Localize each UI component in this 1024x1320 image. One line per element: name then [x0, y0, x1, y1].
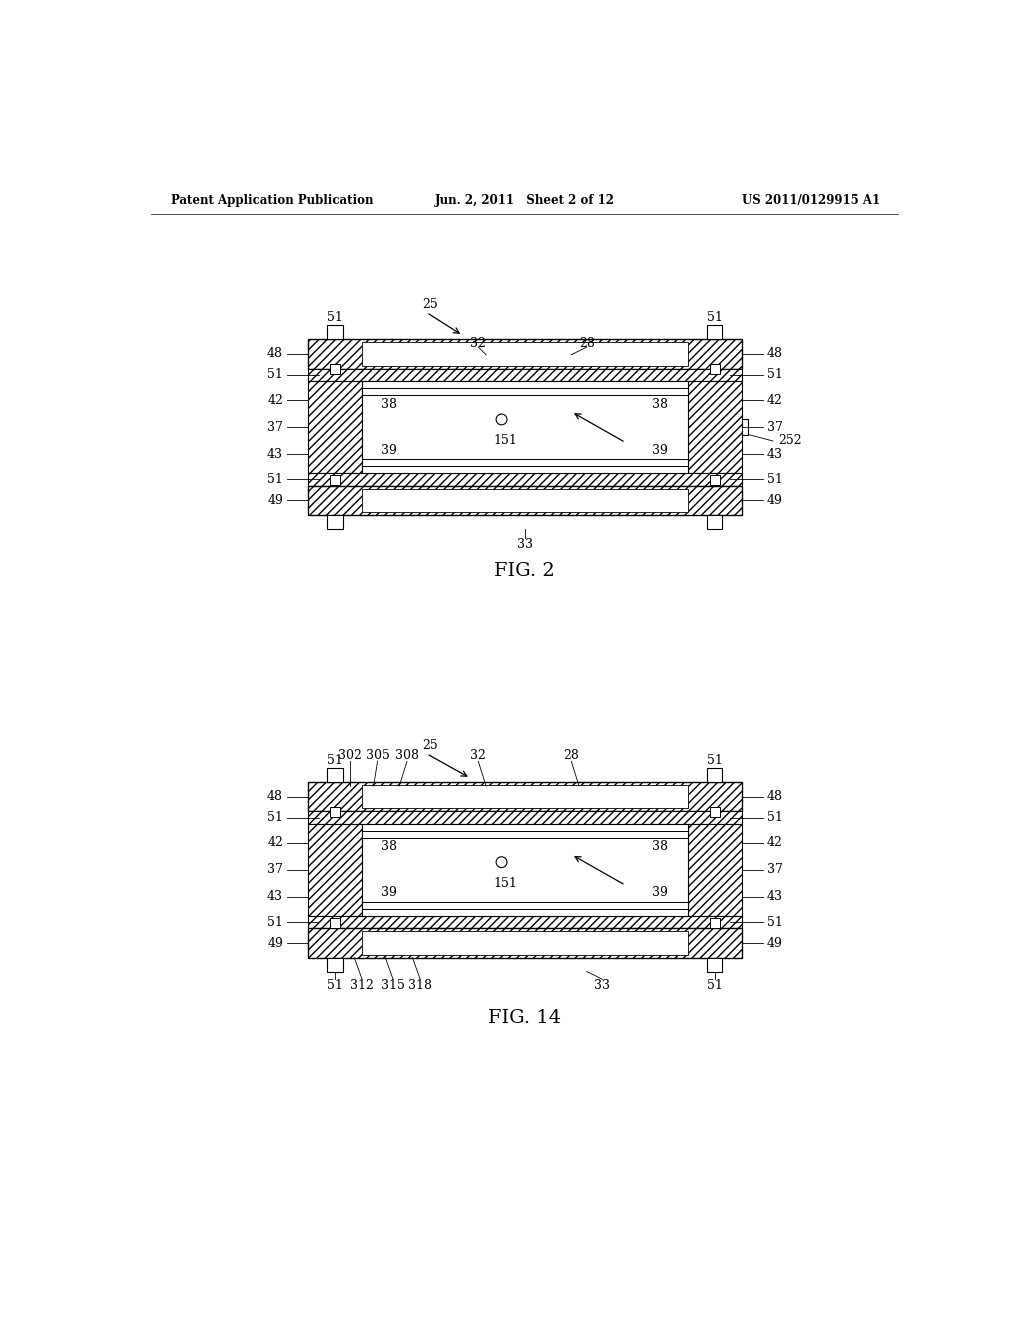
- Text: 39: 39: [381, 444, 397, 457]
- Text: 48: 48: [767, 791, 782, 804]
- Bar: [308, 928, 741, 958]
- Bar: [710, 475, 720, 484]
- Text: 305: 305: [366, 748, 389, 762]
- Bar: [331, 364, 340, 374]
- Bar: [362, 342, 687, 366]
- Text: 43: 43: [267, 890, 283, 903]
- Text: FIG. 14: FIG. 14: [488, 1008, 561, 1027]
- Bar: [707, 326, 722, 339]
- Bar: [328, 515, 343, 529]
- Text: 51: 51: [767, 368, 782, 381]
- Text: 28: 28: [563, 748, 580, 762]
- Text: 312: 312: [350, 979, 374, 991]
- Bar: [331, 807, 340, 817]
- Text: 308: 308: [395, 748, 419, 762]
- Text: 302: 302: [339, 748, 362, 762]
- Text: 315: 315: [381, 979, 404, 991]
- Bar: [328, 768, 343, 781]
- Bar: [741, 420, 748, 434]
- Bar: [308, 474, 741, 486]
- Text: 32: 32: [470, 337, 486, 350]
- Text: 49: 49: [767, 494, 782, 507]
- Text: 51: 51: [267, 473, 283, 486]
- Text: 43: 43: [267, 447, 283, 461]
- Text: 38: 38: [381, 841, 397, 853]
- Text: 33: 33: [594, 979, 610, 991]
- Bar: [328, 958, 343, 972]
- Text: 39: 39: [652, 887, 669, 899]
- Bar: [707, 515, 722, 529]
- Bar: [710, 917, 720, 928]
- Bar: [328, 326, 343, 339]
- Bar: [308, 339, 741, 368]
- Text: Jun. 2, 2011   Sheet 2 of 12: Jun. 2, 2011 Sheet 2 of 12: [435, 194, 614, 207]
- Text: 48: 48: [267, 791, 283, 804]
- Bar: [308, 812, 741, 824]
- Text: 39: 39: [652, 444, 669, 457]
- Text: 37: 37: [767, 421, 782, 434]
- Bar: [308, 781, 741, 812]
- Text: 51: 51: [267, 368, 283, 381]
- Text: 51: 51: [327, 754, 343, 767]
- Text: 37: 37: [767, 863, 782, 876]
- Text: 37: 37: [267, 421, 283, 434]
- Text: 51: 51: [707, 754, 723, 767]
- Bar: [707, 958, 722, 972]
- Text: 151: 151: [494, 878, 517, 890]
- Bar: [308, 381, 362, 474]
- Bar: [331, 475, 340, 484]
- Text: 48: 48: [267, 347, 283, 360]
- Text: 49: 49: [767, 936, 782, 949]
- Text: 43: 43: [767, 890, 782, 903]
- Text: 38: 38: [652, 397, 669, 411]
- Text: 318: 318: [409, 979, 432, 991]
- Text: 252: 252: [778, 434, 802, 447]
- Text: 42: 42: [267, 393, 283, 407]
- Bar: [707, 768, 722, 781]
- Text: 25: 25: [422, 739, 438, 751]
- Text: 33: 33: [517, 537, 532, 550]
- Text: 48: 48: [767, 347, 782, 360]
- Bar: [362, 824, 687, 916]
- Text: 49: 49: [267, 494, 283, 507]
- Bar: [687, 381, 741, 474]
- Text: 151: 151: [494, 434, 517, 447]
- Text: 49: 49: [267, 936, 283, 949]
- Text: 42: 42: [767, 837, 782, 850]
- Bar: [362, 488, 687, 512]
- Bar: [308, 368, 741, 381]
- Bar: [710, 364, 720, 374]
- Text: 51: 51: [267, 916, 283, 929]
- Text: 51: 51: [327, 312, 343, 325]
- Bar: [308, 486, 741, 515]
- Text: 42: 42: [767, 393, 782, 407]
- Text: 51: 51: [767, 916, 782, 929]
- Text: 51: 51: [767, 810, 782, 824]
- Bar: [687, 824, 741, 916]
- Text: 51: 51: [707, 312, 723, 325]
- Text: 32: 32: [470, 748, 486, 762]
- Bar: [362, 381, 687, 474]
- Text: 51: 51: [767, 473, 782, 486]
- Bar: [362, 932, 687, 954]
- Bar: [710, 807, 720, 817]
- Bar: [308, 916, 741, 928]
- Text: Patent Application Publication: Patent Application Publication: [171, 194, 373, 207]
- Bar: [362, 785, 687, 808]
- Text: 43: 43: [767, 447, 782, 461]
- Text: 42: 42: [267, 837, 283, 850]
- Text: 51: 51: [267, 810, 283, 824]
- Text: 25: 25: [422, 298, 438, 312]
- Text: US 2011/0129915 A1: US 2011/0129915 A1: [741, 194, 880, 207]
- Text: 37: 37: [267, 863, 283, 876]
- Text: 51: 51: [707, 979, 723, 991]
- Bar: [308, 824, 362, 916]
- Text: 28: 28: [579, 337, 595, 350]
- Text: 38: 38: [652, 841, 669, 853]
- Text: 38: 38: [381, 397, 397, 411]
- Text: 39: 39: [381, 887, 397, 899]
- Bar: [331, 917, 340, 928]
- Text: 51: 51: [327, 979, 343, 991]
- Text: FIG. 2: FIG. 2: [495, 562, 555, 579]
